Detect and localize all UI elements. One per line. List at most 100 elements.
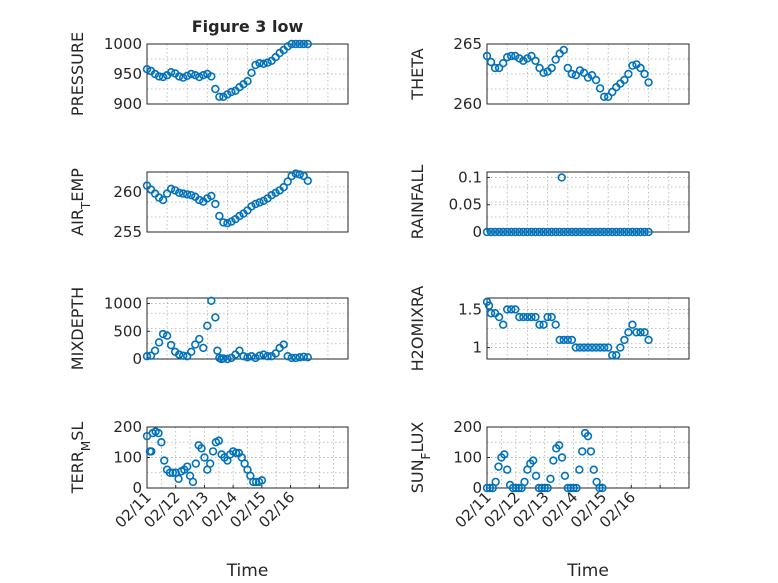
data-point (519, 312, 528, 322)
data-point (507, 51, 516, 61)
data-point (303, 353, 312, 362)
data-point (591, 343, 601, 352)
data-point (644, 78, 653, 87)
data-point (603, 227, 613, 237)
data-point (183, 462, 192, 471)
data-point (632, 328, 641, 337)
data-point (214, 436, 223, 445)
axes-outline (486, 297, 690, 360)
data-point (255, 351, 264, 360)
data-point (563, 335, 572, 345)
data-point (271, 349, 280, 358)
data-point (263, 352, 272, 361)
y-tick-label: 260 (453, 95, 482, 113)
data-point (503, 227, 512, 237)
data-point (608, 227, 617, 237)
data-point (490, 63, 500, 73)
data-point (589, 465, 598, 474)
data-point (560, 471, 570, 480)
data-point (620, 75, 629, 85)
data-point (624, 328, 633, 337)
y-tick-label: 1.5 (458, 300, 482, 318)
data-point (575, 227, 585, 237)
data-point (571, 227, 581, 237)
data-point (251, 60, 260, 70)
data-point (291, 169, 300, 178)
data-point (551, 55, 560, 64)
data-point (587, 70, 597, 80)
data-point (199, 70, 208, 80)
data-point (616, 227, 625, 237)
data-point (537, 483, 547, 493)
data-point (223, 354, 232, 364)
data-point (203, 321, 212, 330)
data-point (531, 471, 541, 480)
data-point (540, 483, 549, 493)
data-point (587, 343, 597, 352)
data-point (142, 352, 152, 361)
data-point (485, 483, 495, 493)
y-axis-label: PRESSURE (68, 32, 87, 116)
data-point (640, 328, 649, 337)
data-point (231, 448, 241, 458)
data-point (295, 39, 304, 49)
data-point (579, 343, 589, 352)
data-point (571, 343, 581, 352)
data-point (595, 483, 604, 493)
data-point (287, 353, 296, 363)
data-point (191, 70, 200, 80)
data-point (500, 450, 509, 459)
data-point (157, 438, 166, 447)
data-point (608, 350, 617, 360)
data-point (511, 305, 520, 314)
data-point (191, 340, 200, 349)
data-point (207, 296, 216, 305)
data-point (511, 227, 520, 237)
y-tick-label: 100 (453, 449, 482, 467)
data-point (539, 320, 548, 329)
y-axis-label: AIRTEMP (68, 168, 93, 236)
x-axis-label: Time (226, 561, 269, 581)
data-point (158, 329, 168, 339)
data-point (208, 447, 218, 456)
data-point (247, 352, 256, 361)
data-point (486, 227, 496, 237)
data-point (187, 69, 196, 79)
data-point (146, 351, 156, 360)
data-point (628, 320, 637, 329)
data-point (166, 184, 176, 194)
data-point (528, 456, 538, 465)
data-point (165, 468, 175, 477)
data-point (543, 227, 552, 237)
y-tick-label: 255 (113, 223, 142, 241)
y-axis-label: MIXDEPTH (68, 287, 87, 370)
panel-rainfall: 0 0.05 0.1 RAINFALL (408, 165, 690, 241)
data-point (587, 227, 597, 237)
data-point (503, 52, 512, 62)
data-point (205, 459, 215, 468)
data-point (636, 328, 645, 337)
data-point (150, 346, 160, 355)
data-point (515, 227, 524, 237)
y-axis-label: H2OMIXRA (408, 286, 427, 372)
x-axis-label: Time (566, 561, 609, 581)
data-point (591, 227, 601, 237)
data-point (586, 447, 596, 456)
data-point (174, 72, 184, 81)
data-point (640, 69, 649, 79)
data-point (543, 312, 552, 322)
data-point (494, 312, 504, 322)
data-point (559, 45, 568, 55)
data-point (534, 483, 544, 493)
y-tick-label: 0.1 (458, 168, 482, 186)
data-point (583, 343, 593, 352)
data-point (247, 68, 256, 78)
data-point (178, 351, 188, 360)
y-tick-label: 0.05 (449, 196, 482, 214)
data-point (178, 73, 188, 82)
data-point (255, 198, 264, 207)
data-point (551, 320, 560, 329)
data-point (251, 199, 260, 209)
data-point (303, 176, 312, 186)
